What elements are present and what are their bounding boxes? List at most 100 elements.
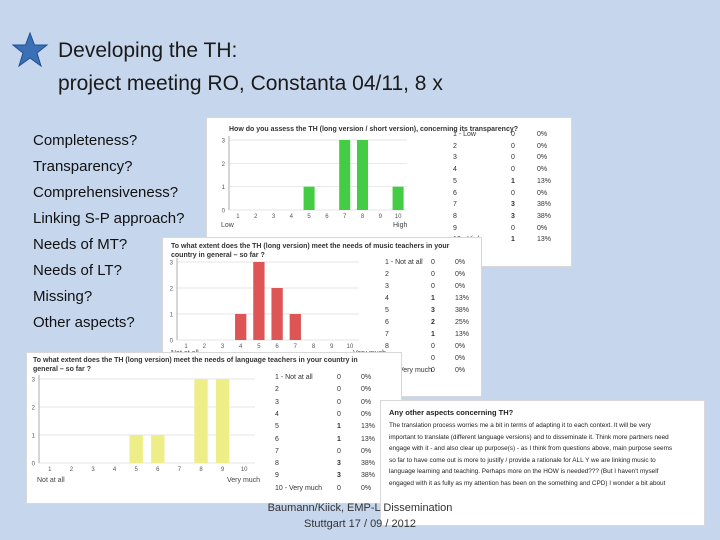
x-tick-label: 5 bbox=[135, 467, 139, 473]
row-label: 1 - Low bbox=[453, 131, 476, 138]
row-count: 0 bbox=[337, 386, 341, 394]
row-label: 1 - Not at all bbox=[275, 374, 313, 381]
row-label: 7 bbox=[275, 447, 279, 455]
bar bbox=[151, 435, 165, 463]
y-tick-label: 3 bbox=[222, 139, 226, 145]
row-label: 2 bbox=[275, 386, 279, 394]
y-tick-label: 2 bbox=[170, 287, 174, 293]
row-percent: 0% bbox=[537, 131, 548, 138]
row-count: 0 bbox=[431, 259, 435, 266]
y-tick-label: 1 bbox=[170, 313, 174, 319]
row-percent: 0% bbox=[537, 166, 548, 174]
row-percent: 38% bbox=[361, 460, 376, 468]
bullet-item: Needs of MT? bbox=[33, 236, 128, 253]
row-count: 0 bbox=[337, 484, 341, 492]
scale-high-label: High bbox=[393, 222, 408, 229]
x-tick-label: 8 bbox=[361, 214, 365, 220]
bar bbox=[235, 314, 247, 340]
bar bbox=[392, 186, 404, 210]
bullet-item: Completeness? bbox=[33, 132, 138, 149]
bar bbox=[339, 140, 351, 210]
row-percent: 13% bbox=[455, 331, 470, 338]
x-tick-label: 9 bbox=[379, 214, 383, 220]
x-tick-label: 8 bbox=[312, 344, 316, 350]
title-line-2: project meeting RO, Constanta 04/11, 8 x bbox=[58, 72, 443, 95]
row-label: 5 bbox=[275, 423, 279, 431]
row-percent: 0% bbox=[455, 367, 466, 374]
y-tick-label: 0 bbox=[170, 339, 174, 345]
row-count: 3 bbox=[337, 460, 341, 468]
x-tick-label: 2 bbox=[70, 467, 74, 473]
comment-line: language learning and teaching. Perhaps … bbox=[389, 468, 659, 475]
x-tick-label: 4 bbox=[290, 214, 294, 220]
row-percent: 38% bbox=[537, 201, 552, 209]
row-count: 0 bbox=[337, 410, 341, 418]
x-tick-label: 6 bbox=[156, 467, 160, 473]
row-count: 0 bbox=[511, 154, 515, 162]
x-tick-label: 3 bbox=[91, 467, 95, 473]
row-count: 0 bbox=[511, 189, 515, 197]
chart-question: To what extent does the TH (long version… bbox=[171, 243, 450, 259]
row-label: 2 bbox=[453, 142, 457, 150]
row-count: 1 bbox=[511, 177, 515, 185]
bar bbox=[129, 435, 143, 463]
x-tick-label: 7 bbox=[178, 467, 182, 473]
x-tick-label: 5 bbox=[257, 344, 261, 350]
x-tick-label: 4 bbox=[239, 344, 243, 350]
y-tick-label: 1 bbox=[32, 434, 36, 440]
row-label: 8 bbox=[385, 343, 389, 350]
x-tick-label: 6 bbox=[275, 344, 279, 350]
row-count: 2 bbox=[431, 319, 435, 326]
x-tick-label: 2 bbox=[254, 214, 258, 220]
row-count: 0 bbox=[511, 131, 515, 138]
y-tick-label: 2 bbox=[222, 162, 226, 168]
row-label: 6 bbox=[385, 319, 389, 326]
row-percent: 0% bbox=[537, 189, 548, 197]
row-count: 3 bbox=[511, 212, 515, 220]
row-percent: 38% bbox=[455, 307, 470, 314]
row-label: 3 bbox=[453, 154, 457, 162]
bar bbox=[253, 262, 265, 340]
y-tick-label: 0 bbox=[222, 209, 226, 215]
x-tick-label: 7 bbox=[294, 344, 298, 350]
row-percent: 38% bbox=[537, 212, 552, 220]
y-tick-label: 1 bbox=[222, 185, 226, 191]
row-count: 0 bbox=[431, 283, 435, 290]
bar bbox=[289, 314, 301, 340]
bullet-item: Missing? bbox=[33, 288, 93, 305]
row-count: 1 bbox=[337, 423, 341, 431]
row-percent: 0% bbox=[455, 343, 466, 350]
row-count: 0 bbox=[337, 398, 341, 406]
bar bbox=[303, 186, 315, 210]
row-percent: 13% bbox=[361, 435, 376, 443]
bullet-item: Comprehensiveness? bbox=[33, 184, 179, 201]
language-teachers-chart-panel: To what extent does the TH (long version… bbox=[26, 352, 402, 504]
row-percent: 25% bbox=[455, 319, 470, 326]
row-percent: 13% bbox=[455, 295, 470, 302]
y-tick-label: 3 bbox=[170, 261, 174, 267]
row-count: 0 bbox=[431, 367, 435, 374]
x-tick-label: 1 bbox=[184, 344, 188, 350]
x-tick-label: 1 bbox=[236, 214, 240, 220]
row-label: 3 bbox=[385, 283, 389, 290]
comment-line: so far to have come out is more to justi… bbox=[389, 456, 656, 464]
row-count: 0 bbox=[337, 447, 341, 455]
x-tick-label: 1 bbox=[48, 467, 52, 473]
row-count: 0 bbox=[337, 374, 341, 381]
chart-question: How do you assess the TH (long version /… bbox=[229, 126, 519, 133]
row-label: 8 bbox=[275, 460, 279, 468]
row-label: 4 bbox=[453, 166, 457, 174]
bullet-item: Other aspects? bbox=[33, 314, 135, 331]
row-percent: 0% bbox=[361, 410, 372, 418]
x-tick-label: 10 bbox=[347, 344, 354, 350]
row-count: 3 bbox=[431, 307, 435, 314]
row-label: 2 bbox=[385, 271, 389, 278]
row-count: 1 bbox=[431, 331, 435, 338]
other-aspects-comment-panel: Any other aspects concerning TH? The tra… bbox=[380, 400, 705, 526]
row-percent: 0% bbox=[455, 271, 466, 278]
footer-line-2: Stuttgart 17 / 09 / 2012 bbox=[304, 518, 416, 530]
row-label: 10 - Very much bbox=[275, 484, 323, 492]
scale-high-label: Very much bbox=[227, 477, 261, 484]
bullet-item: Needs of LT? bbox=[33, 262, 122, 279]
